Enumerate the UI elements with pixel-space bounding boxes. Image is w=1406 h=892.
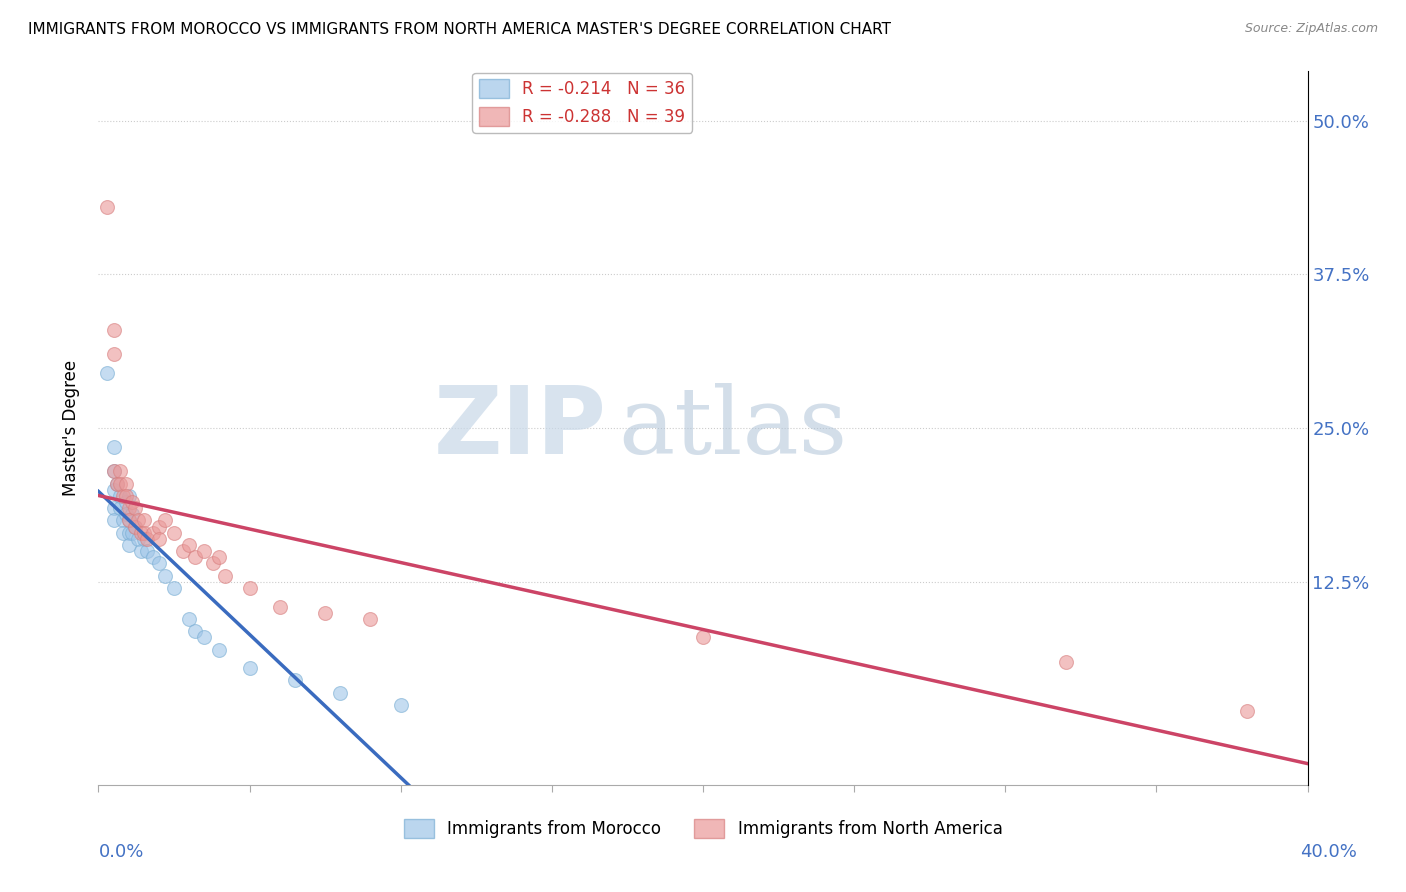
- Point: [124, 501, 146, 516]
- Point: [132, 525, 155, 540]
- Point: [108, 464, 131, 478]
- Point: [103, 464, 125, 478]
- Point: [103, 347, 125, 361]
- Point: [184, 624, 207, 639]
- Point: [163, 525, 186, 540]
- Y-axis label: Master's Degree: Master's Degree: [62, 360, 80, 496]
- Point: [142, 525, 165, 540]
- Point: [114, 495, 136, 509]
- Point: [118, 489, 141, 503]
- Point: [118, 513, 141, 527]
- Point: [284, 673, 307, 688]
- Point: [103, 501, 125, 516]
- Point: [111, 489, 134, 503]
- Point: [163, 581, 186, 595]
- Point: [193, 544, 215, 558]
- Point: [121, 525, 143, 540]
- Point: [121, 495, 143, 509]
- Point: [132, 513, 155, 527]
- Point: [103, 464, 125, 478]
- Point: [129, 544, 152, 558]
- Point: [129, 525, 152, 540]
- Text: Source: ZipAtlas.com: Source: ZipAtlas.com: [1244, 22, 1378, 36]
- Point: [692, 630, 714, 644]
- Point: [132, 532, 155, 546]
- Point: [114, 489, 136, 503]
- Point: [1054, 655, 1077, 669]
- Point: [153, 513, 176, 527]
- Point: [1236, 704, 1258, 718]
- Point: [179, 538, 201, 552]
- Text: atlas: atlas: [619, 384, 848, 473]
- Point: [172, 544, 194, 558]
- Point: [108, 476, 131, 491]
- Point: [179, 612, 201, 626]
- Point: [202, 557, 225, 571]
- Point: [108, 489, 131, 503]
- Text: 0.0%: 0.0%: [98, 843, 143, 861]
- Point: [208, 642, 231, 657]
- Point: [148, 557, 170, 571]
- Point: [124, 519, 146, 533]
- Point: [105, 476, 128, 491]
- Point: [111, 525, 134, 540]
- Point: [96, 200, 118, 214]
- Text: 40.0%: 40.0%: [1301, 843, 1357, 861]
- Point: [269, 599, 291, 614]
- Point: [148, 532, 170, 546]
- Point: [142, 550, 165, 565]
- Point: [214, 569, 236, 583]
- Point: [239, 581, 262, 595]
- Point: [135, 544, 157, 558]
- Point: [124, 519, 146, 533]
- Point: [239, 661, 262, 675]
- Point: [105, 476, 128, 491]
- Text: ZIP: ZIP: [433, 382, 606, 475]
- Text: IMMIGRANTS FROM MOROCCO VS IMMIGRANTS FROM NORTH AMERICA MASTER'S DEGREE CORRELA: IMMIGRANTS FROM MOROCCO VS IMMIGRANTS FR…: [28, 22, 891, 37]
- Point: [153, 569, 176, 583]
- Point: [103, 483, 125, 497]
- Legend: Immigrants from Morocco, Immigrants from North America: Immigrants from Morocco, Immigrants from…: [396, 812, 1010, 845]
- Point: [148, 519, 170, 533]
- Point: [135, 532, 157, 546]
- Point: [360, 612, 382, 626]
- Point: [118, 538, 141, 552]
- Point: [118, 525, 141, 540]
- Point: [314, 606, 336, 620]
- Point: [96, 366, 118, 380]
- Point: [103, 323, 125, 337]
- Point: [329, 686, 352, 700]
- Point: [118, 513, 141, 527]
- Point: [118, 501, 141, 516]
- Point: [184, 550, 207, 565]
- Point: [108, 501, 131, 516]
- Point: [121, 508, 143, 522]
- Point: [193, 630, 215, 644]
- Point: [389, 698, 412, 712]
- Point: [114, 508, 136, 522]
- Point: [111, 513, 134, 527]
- Point: [103, 440, 125, 454]
- Point: [208, 550, 231, 565]
- Point: [103, 513, 125, 527]
- Point: [114, 476, 136, 491]
- Point: [127, 513, 149, 527]
- Point: [127, 532, 149, 546]
